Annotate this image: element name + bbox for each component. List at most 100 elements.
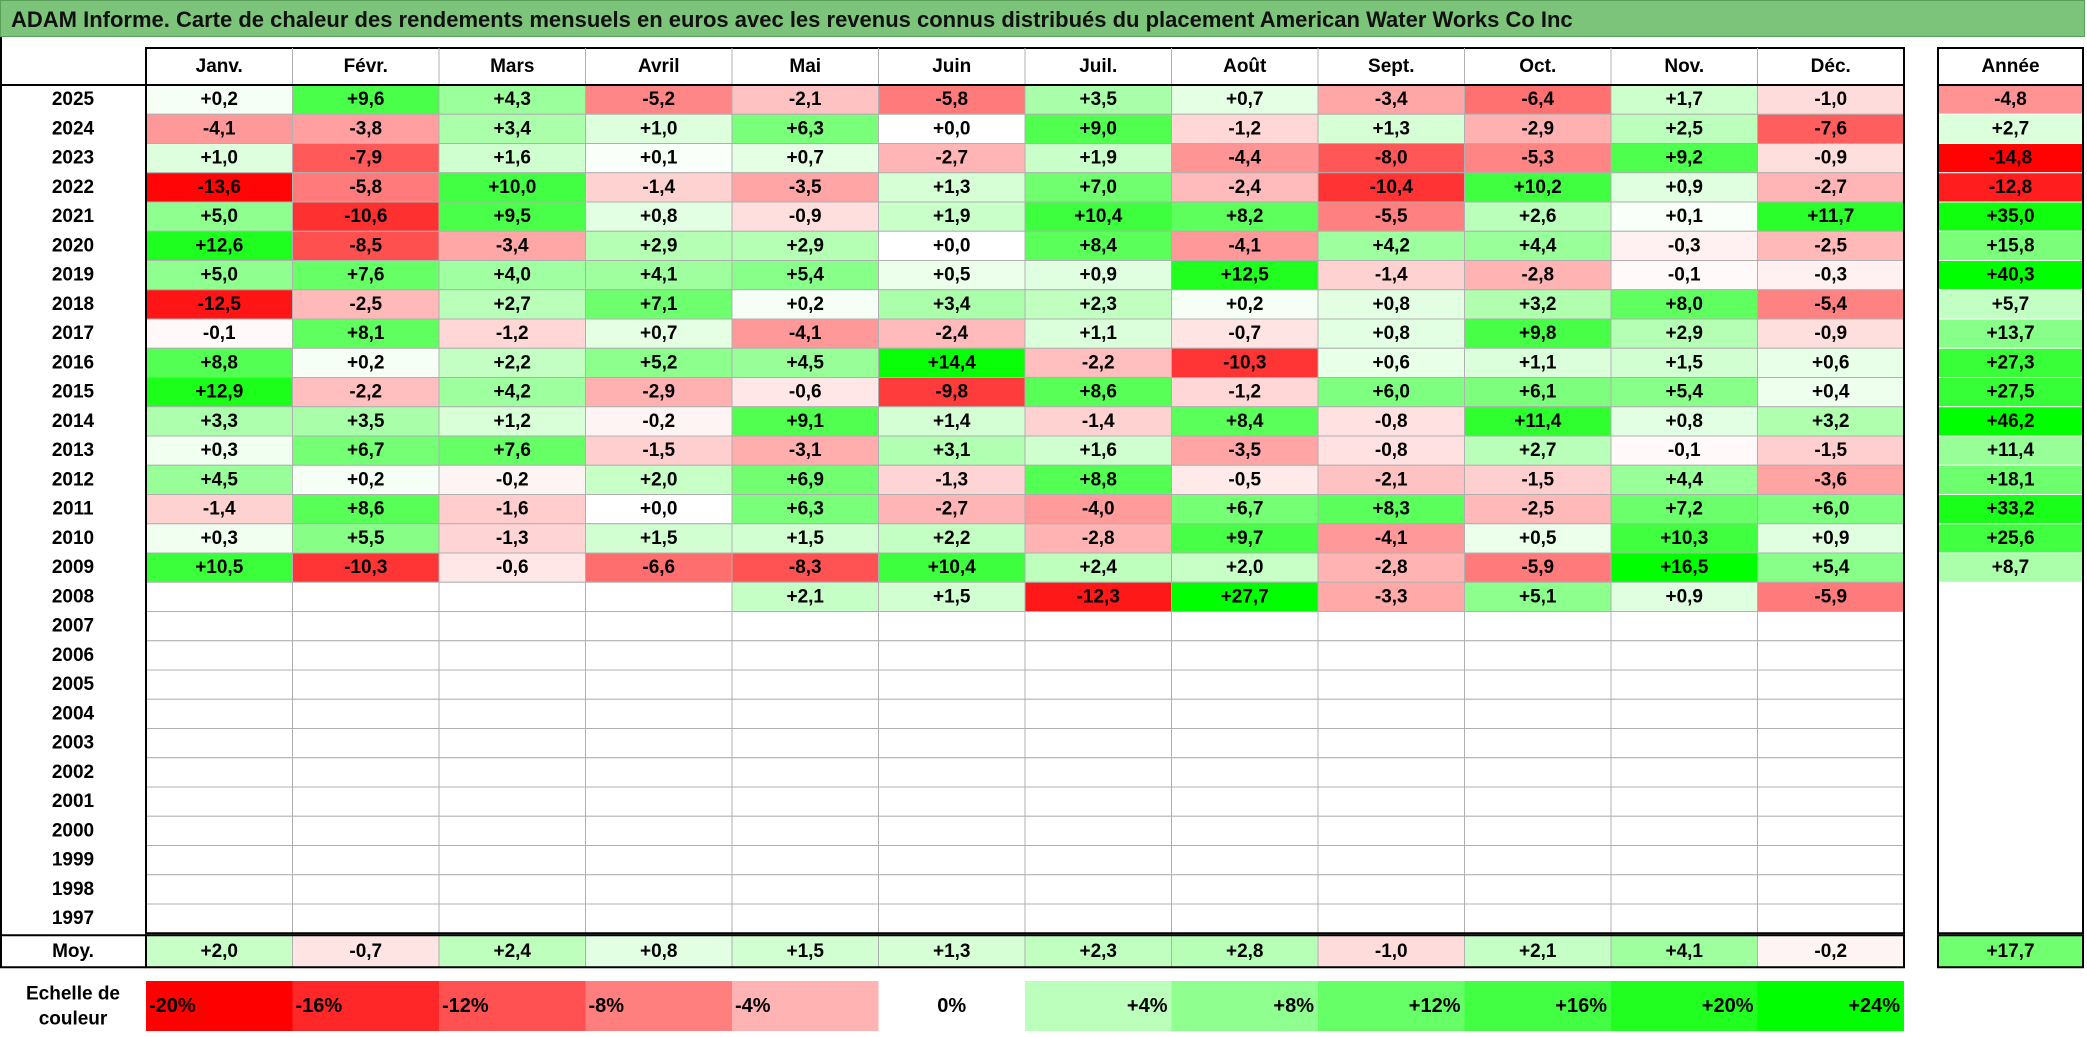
annual-value: -4,8: [1994, 89, 2027, 110]
heat-cell: [731, 406, 879, 437]
heat-cell: [731, 728, 879, 759]
heat-cell: [1464, 552, 1612, 583]
average-cell: [145, 934, 293, 968]
cell-value: +0,9: [1812, 528, 1850, 549]
cell-value: +5,2: [640, 352, 678, 373]
heat-cell: [438, 464, 586, 495]
average-cell: [1171, 934, 1319, 968]
cell-value: +1,6: [1079, 440, 1117, 461]
heat-cell: [1317, 318, 1465, 349]
heat-cell: [878, 845, 1026, 876]
cell-value: -2,7: [1814, 177, 1847, 198]
heat-cell: [1171, 84, 1319, 115]
cell-value: -0,5: [1228, 469, 1261, 490]
cell-value: +12,5: [1221, 265, 1270, 286]
heat-cell: [878, 640, 1026, 671]
heat-cell: [1757, 289, 1905, 320]
heat-cell: [292, 640, 440, 671]
cell-value: +1,5: [786, 528, 824, 549]
cell-value: -1,2: [1228, 118, 1261, 139]
heat-cell: [1757, 757, 1905, 788]
heat-cell: [1757, 523, 1905, 554]
average-value: -1,0: [1375, 941, 1408, 962]
cell-value: +0,7: [786, 148, 824, 169]
heat-cell: [878, 903, 1026, 934]
scale-label: +4%: [1127, 995, 1168, 1017]
heat-cell: [292, 611, 440, 642]
cell-value: -2,4: [935, 323, 968, 344]
cell-value: +2,2: [933, 528, 971, 549]
heat-cell: [1024, 698, 1172, 729]
heat-cell: [585, 669, 733, 700]
cell-value: +3,4: [933, 294, 971, 315]
cell-value: -0,9: [789, 206, 822, 227]
heat-cell: [292, 728, 440, 759]
cell-value: +1,3: [1372, 118, 1410, 139]
heat-cell: [878, 406, 1026, 437]
cell-value: +9,7: [1226, 528, 1264, 549]
heat-cell: [731, 494, 879, 525]
heat-cell: [1464, 845, 1612, 876]
heat-cell: [438, 757, 586, 788]
cell-value: -1,5: [642, 440, 675, 461]
annual-cell: [1937, 464, 2084, 495]
heat-cell: [585, 640, 733, 671]
cell-value: +2,9: [640, 235, 678, 256]
heat-cell: [585, 845, 733, 876]
heat-cell: [145, 815, 293, 846]
heat-cell: [1757, 728, 1905, 759]
cell-value: +8,8: [1079, 469, 1117, 490]
heat-cell: [1464, 611, 1612, 642]
heat-cell: [1757, 845, 1905, 876]
heat-cell: [438, 581, 586, 612]
heat-cell: [731, 698, 879, 729]
heat-cell: [1024, 786, 1172, 817]
cell-value: -5,5: [1375, 206, 1408, 227]
average-value: -0,2: [1814, 941, 1847, 962]
heat-cell: [1171, 786, 1319, 817]
cell-value: +1,0: [640, 118, 678, 139]
heat-cell: [1317, 874, 1465, 905]
month-header-5: Juin: [932, 56, 971, 77]
heat-cell: [731, 84, 879, 115]
heat-cell: [438, 406, 586, 437]
cell-value: +0,8: [1665, 411, 1703, 432]
cell-value: +2,0: [1226, 557, 1264, 578]
heat-cell: [1757, 640, 1905, 671]
annual-value: +18,1: [1986, 469, 2035, 490]
cell-value: -1,4: [642, 177, 675, 198]
cell-value: +1,1: [1519, 352, 1557, 373]
heat-cell: [292, 845, 440, 876]
cell-value: +14,4: [928, 352, 977, 373]
heat-cell: [878, 757, 1026, 788]
heat-cell: [731, 845, 879, 876]
cell-value: +0,1: [640, 148, 678, 169]
heat-cell: [145, 347, 293, 378]
heat-cell: [1464, 698, 1612, 729]
heat-cell: [1024, 377, 1172, 408]
heat-cell: [1610, 786, 1758, 817]
heat-cell: [1464, 435, 1612, 466]
cell-value: -8,5: [349, 235, 382, 256]
cell-value: +5,4: [1812, 557, 1850, 578]
scale-swatch: [585, 981, 732, 1031]
month-header-3: Avril: [638, 56, 680, 77]
heat-cell: [878, 347, 1026, 378]
cell-value: -2,2: [349, 382, 382, 403]
heat-cell: [145, 581, 293, 612]
cell-value: -5,3: [1521, 148, 1554, 169]
heat-cell: [1610, 377, 1758, 408]
cell-value: +10,2: [1514, 177, 1562, 198]
annual-cell: [1937, 84, 2084, 115]
heat-cell: [1317, 669, 1465, 700]
heat-cell: [1317, 786, 1465, 817]
heat-cell: [1171, 728, 1319, 759]
heat-cell: [878, 230, 1026, 261]
cell-value: -10,3: [1223, 352, 1266, 373]
cell-value: -4,4: [1228, 148, 1261, 169]
heat-cell: [438, 698, 586, 729]
heat-cell: [731, 611, 879, 642]
heat-cell: [145, 201, 293, 232]
cell-value: +8,0: [1665, 294, 1703, 315]
heat-cell: [1757, 347, 1905, 378]
